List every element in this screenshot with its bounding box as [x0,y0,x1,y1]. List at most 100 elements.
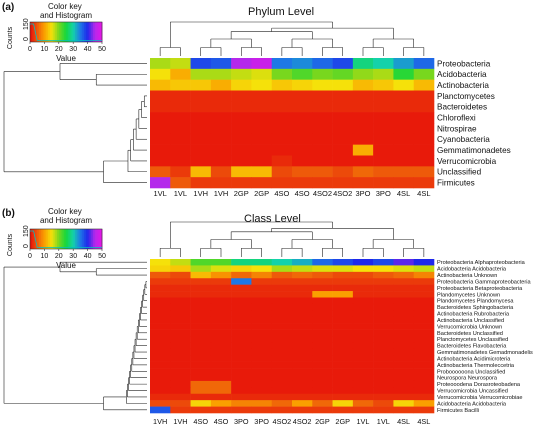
panel-1-cell [231,342,252,350]
panel-1-cell [373,348,394,356]
panel-1-cell [292,323,313,330]
panel-b-key-ytick-1: 150 [23,225,30,237]
panel-1-cell [190,336,212,343]
panel-0-key-swatch [49,22,52,42]
panel-1-cell [393,406,415,414]
panel-a-key-title: Color key and Histogram [40,2,92,20]
panel-1-row-label: Proteobacteria Gammaproteobacteria [437,279,531,285]
panel-1-cell [312,348,333,356]
panel-1-cell [332,316,354,324]
panel-0-cell [393,58,415,70]
panel-1-cell [271,284,293,292]
panel-1-cell [170,284,191,292]
panel-1-cell [190,329,212,337]
panel-1-cell [170,310,191,318]
panel-1-cell [150,355,171,362]
panel-1-key-swatch [39,229,42,249]
panel-1-cell [150,406,171,414]
panel-0-cell [393,90,415,102]
panel-1-cell [352,355,374,362]
panel-1-cell [413,329,435,337]
panel-0-cell [352,112,374,124]
panel-a-key-title-line1: Color key [48,2,82,11]
panel-0-cell [373,101,394,113]
panel-0-cell [251,133,273,145]
panel-0-cell [292,144,313,156]
panel-1-cell [231,368,252,375]
panel-1-cell [271,342,293,350]
panel-0-key-swatch [37,22,40,42]
panel-1-row-label: Verrucomicrobia Uncassified [437,389,508,395]
panel-0-col-label: 2GP [234,189,249,198]
panel-0-cell [190,166,212,178]
panel-1-cell [292,400,313,407]
panel-1-cell [150,342,171,350]
panel-1-cell [271,323,293,330]
panel-0-cell [312,155,333,167]
panel-1-cell [292,291,313,298]
panel-1-cell [312,361,333,369]
panel-1-key-swatch [64,229,67,249]
panel-b-title: Class Level [244,213,301,225]
panel-0-col-label: 4SO2 [333,189,352,198]
panel-0-row-label: Proteobacteria [437,59,491,68]
panel-1-cell [251,303,273,311]
panel-0-cell [292,123,313,135]
panel-0-cell [150,101,171,113]
panel-1-cell [292,310,313,318]
panel-1-key-swatch [57,229,60,249]
panel-1-key-xtick-label: 20 [55,253,63,260]
panel-1-cell [231,393,252,401]
panel-1-cell [393,278,415,285]
panel-0-cell [231,133,252,145]
panel-1-row-label: Bacteroidetes Sphingobacteria [437,305,514,311]
panel-1-cell [170,368,191,375]
panel-0-key-swatch [55,22,58,42]
panel-1-cell [373,368,394,375]
panel-1-cell [352,329,374,337]
panel-1-key-swatch [49,229,52,249]
panel-1-cell [312,259,333,266]
panel-0-key-swatch [60,22,63,42]
panel-1-cell [251,342,273,350]
panel-0-key-swatch [76,22,79,42]
panel-0-key-swatch [62,22,65,42]
panel-1-row-label: Proteobacteria Alphaproteobacteria [437,260,526,266]
panel-0-cell [251,68,273,80]
panel-0-cell [352,101,374,113]
panel-1-col-label: 4SO2 [293,417,312,426]
panel-1-cell [150,271,171,279]
panel-0-cell [413,90,435,102]
panel-1-cell [352,400,374,407]
panel-1-cell [190,284,212,292]
panel-1-cell [150,316,171,324]
panel-1-key-swatch [100,229,103,249]
panel-1-cell [332,387,354,395]
panel-b-key-ytick-0: 0 [23,244,30,248]
panel-1-cell [413,406,435,414]
panel-0-cell [170,112,191,124]
panel-1-cell [373,297,394,305]
panel-1-key-swatch [73,229,76,249]
panel-0-cell [251,166,273,178]
panel-1-cell [332,348,354,356]
panel-1-cell [271,271,293,279]
panel-1-cell [210,387,232,395]
panel-0-cell [271,112,293,124]
panel-1-col-label: 4SO [214,417,229,426]
panel-0-cell [373,177,394,189]
panel-1-cell [352,316,374,324]
panel-1-cell [292,329,313,337]
panel-1-cell [210,393,232,401]
panel-1-cell [210,310,232,318]
panel-0-cell [292,58,313,70]
panel-0-cell [312,101,333,113]
panel-0-cell [271,101,293,113]
panel-1-cell [190,297,212,305]
panel-1-cell [332,374,354,382]
panel-a-key-ytick-0: 0 [23,37,30,41]
panel-1-cell [373,303,394,311]
panel-1-cell [150,400,171,407]
panel-1-cell [150,259,171,266]
panel-0-cell [373,68,394,80]
